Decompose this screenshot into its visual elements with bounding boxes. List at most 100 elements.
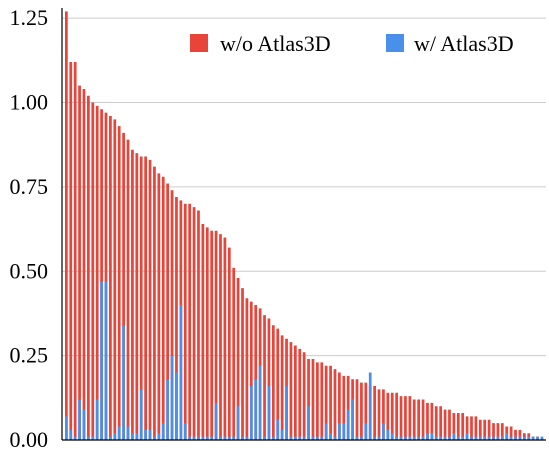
bar-with-atlas3d: [456, 436, 460, 441]
bar-with-atlas3d: [161, 423, 165, 441]
bar-with-atlas3d: [91, 436, 95, 441]
bar-with-atlas3d: [117, 426, 121, 440]
bar-with-atlas3d: [170, 355, 174, 441]
y-tick-label: 1.00: [10, 90, 49, 115]
bar-without-atlas3d: [404, 396, 407, 441]
bar-without-atlas3d: [95, 105, 99, 441]
bar-with-atlas3d: [201, 436, 205, 441]
bar-without-atlas3d: [518, 429, 522, 441]
legend-item-without-atlas3d: w/o Atlas3D: [190, 31, 331, 56]
bar-without-atlas3d: [329, 365, 332, 440]
bar-with-atlas3d: [311, 436, 315, 441]
bar-with-atlas3d: [478, 436, 482, 441]
bar-without-atlas3d: [210, 230, 214, 440]
bar-without-atlas3d: [377, 389, 381, 441]
bar-without-atlas3d: [197, 210, 200, 440]
bar-without-atlas3d: [249, 301, 253, 441]
bar-with-atlas3d: [324, 423, 328, 441]
bar-without-atlas3d: [311, 359, 315, 440]
bar-with-atlas3d: [443, 436, 447, 441]
bar-with-atlas3d: [219, 436, 222, 441]
bar-with-atlas3d: [373, 436, 376, 441]
bar-with-atlas3d: [166, 379, 170, 440]
bar-without-atlas3d: [333, 369, 337, 441]
bar-with-atlas3d: [139, 389, 143, 441]
bar-without-atlas3d: [316, 362, 319, 441]
bar-with-atlas3d: [346, 409, 350, 441]
bar-without-atlas3d: [320, 362, 324, 441]
bar-without-atlas3d: [280, 335, 284, 441]
legend-label: w/ Atlas3D: [414, 31, 514, 56]
bar-with-atlas3d: [73, 436, 77, 441]
bar-with-atlas3d: [258, 365, 262, 440]
y-tick-label: 0.25: [10, 343, 49, 368]
bar-without-atlas3d: [412, 399, 416, 440]
bar-with-atlas3d: [232, 436, 236, 441]
bar-with-atlas3d: [399, 436, 403, 441]
bar-without-atlas3d: [492, 423, 495, 441]
bar-without-atlas3d: [382, 389, 385, 441]
bar-with-atlas3d: [227, 436, 231, 441]
bar-without-atlas3d: [452, 413, 456, 440]
bar-with-atlas3d: [386, 429, 390, 441]
bar-without-atlas3d: [456, 413, 460, 440]
bar-without-atlas3d: [399, 396, 403, 441]
bar-with-atlas3d: [78, 399, 81, 440]
bar-with-atlas3d: [338, 423, 341, 441]
bar-without-atlas3d: [439, 406, 443, 440]
bar-without-atlas3d: [417, 399, 421, 440]
bar-with-atlas3d: [192, 436, 196, 441]
bar-without-atlas3d: [298, 348, 302, 441]
bar-with-atlas3d: [236, 406, 240, 440]
bar-with-atlas3d: [320, 436, 324, 441]
bar-with-atlas3d: [148, 429, 152, 441]
bar-without-atlas3d: [201, 224, 205, 440]
bar-without-atlas3d: [342, 375, 346, 441]
bar-with-atlas3d: [65, 416, 68, 441]
bar-with-atlas3d: [122, 325, 125, 440]
legend: w/o Atlas3D w/ Atlas3D: [190, 31, 514, 56]
bar-without-atlas3d: [289, 342, 293, 441]
bar-with-atlas3d: [514, 436, 517, 441]
bar-without-atlas3d: [245, 298, 249, 440]
bar-with-atlas3d: [205, 436, 209, 441]
bar-with-atlas3d: [522, 436, 526, 441]
bar-without-atlas3d: [219, 234, 222, 441]
bar-without-atlas3d: [324, 365, 328, 440]
bar-without-atlas3d: [104, 112, 108, 441]
bar-with-atlas3d: [536, 436, 539, 441]
bar-with-atlas3d: [153, 436, 156, 441]
bar-with-atlas3d: [87, 436, 90, 441]
bar-without-atlas3d: [170, 190, 174, 440]
legend-swatch: [386, 34, 404, 52]
bar-with-atlas3d: [100, 281, 103, 441]
bar-with-atlas3d: [293, 436, 297, 441]
bar-with-atlas3d: [527, 436, 531, 441]
bar-with-atlas3d: [157, 433, 161, 440]
bar-with-atlas3d: [144, 429, 147, 441]
bar-with-atlas3d: [131, 433, 134, 440]
y-tick-label: 1.25: [10, 5, 49, 30]
bar-with-atlas3d: [69, 429, 73, 441]
bar-with-atlas3d: [360, 436, 363, 441]
bar-without-atlas3d: [408, 396, 412, 441]
bar-without-atlas3d: [122, 132, 125, 441]
bar-with-atlas3d: [421, 436, 425, 441]
bar-with-atlas3d: [249, 386, 253, 440]
bar-with-atlas3d: [113, 433, 117, 440]
bar-without-atlas3d: [153, 166, 156, 441]
bar-with-atlas3d: [289, 436, 293, 441]
bar-with-atlas3d: [439, 436, 443, 441]
bar-without-atlas3d: [474, 416, 478, 441]
bar-without-atlas3d: [276, 328, 280, 441]
bar-with-atlas3d: [104, 281, 108, 441]
axes: [61, 8, 546, 441]
bar-without-atlas3d: [144, 156, 147, 440]
bar-without-atlas3d: [461, 413, 465, 440]
bar-without-atlas3d: [465, 416, 469, 441]
bar-without-atlas3d: [232, 267, 236, 441]
bar-without-atlas3d: [263, 315, 266, 441]
bar-with-atlas3d: [377, 436, 381, 441]
bar-without-atlas3d: [236, 278, 240, 440]
bar-with-atlas3d: [267, 386, 271, 440]
